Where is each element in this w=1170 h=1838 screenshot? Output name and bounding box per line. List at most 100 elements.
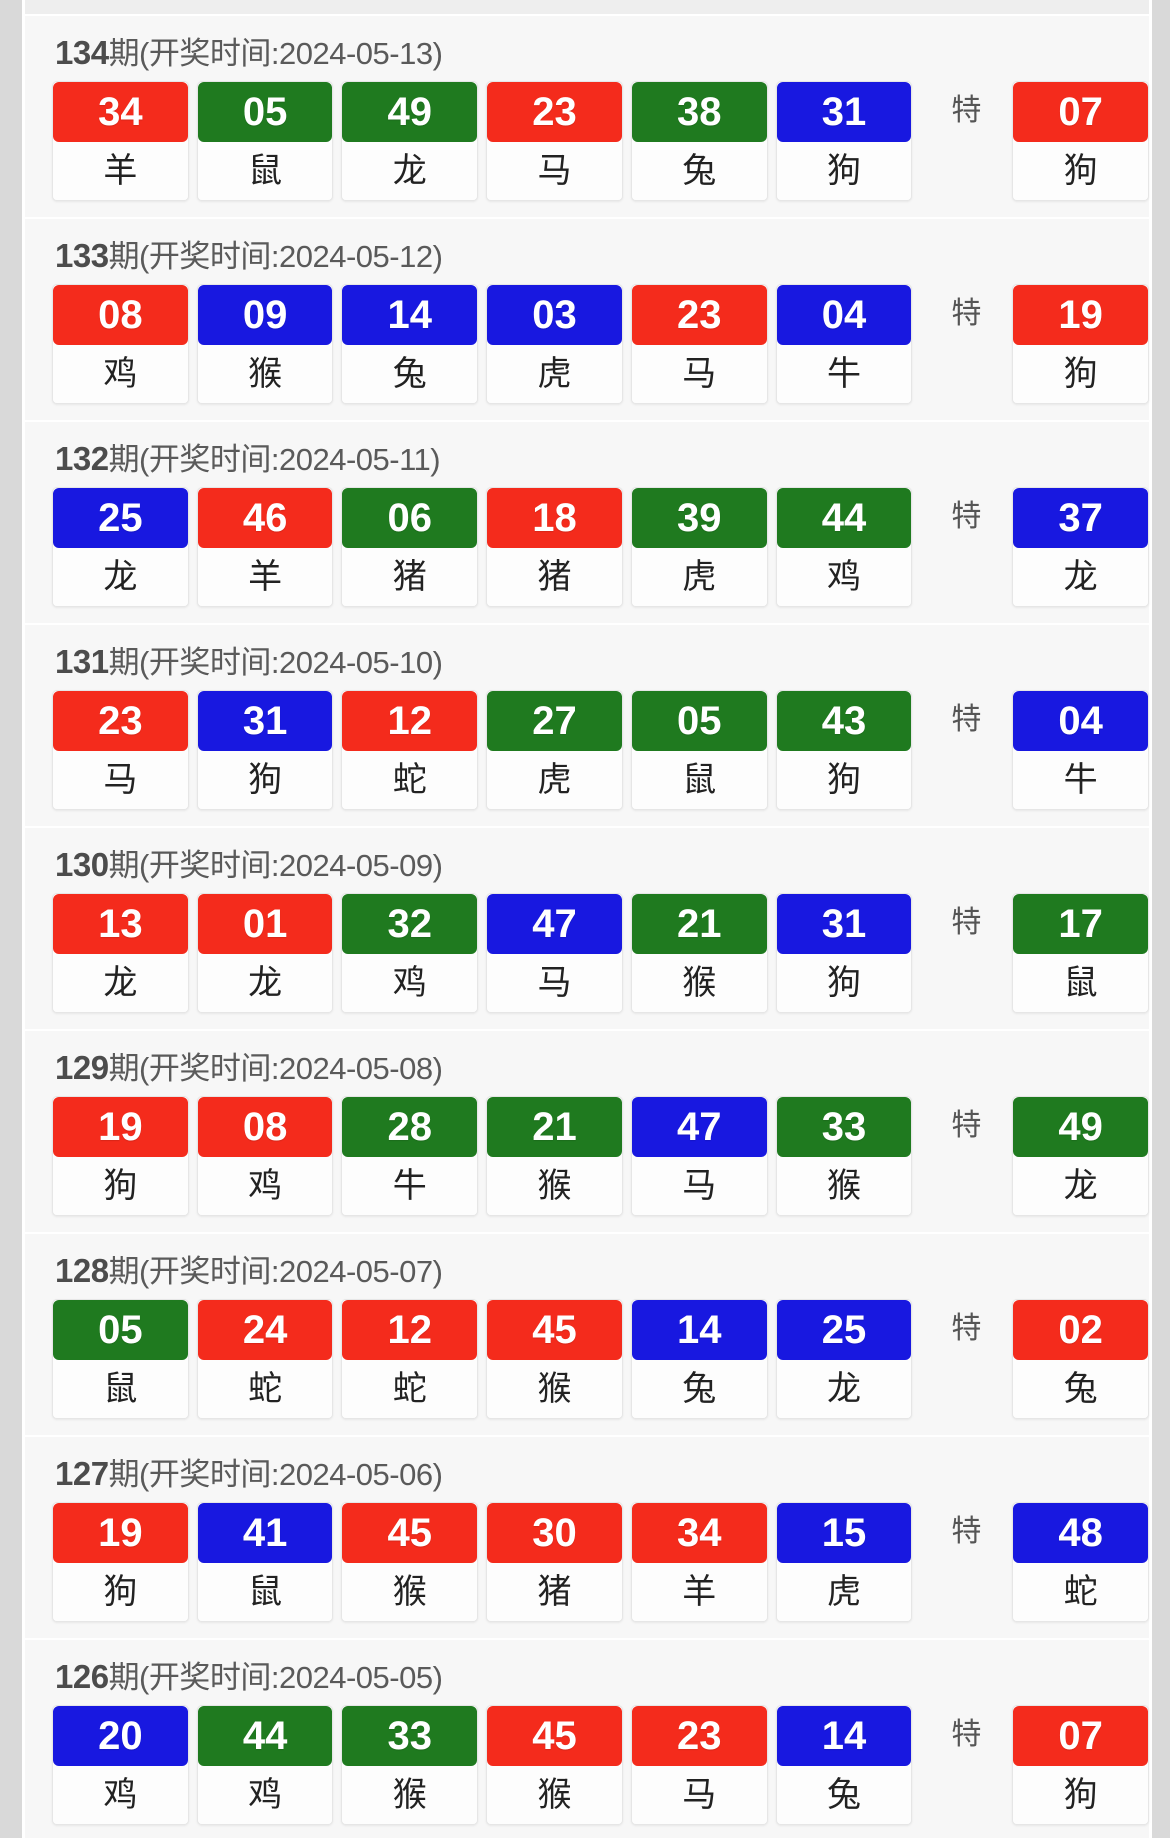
special-ball-cell[interactable]: 17 鼠 [1012,893,1150,1013]
ball-cell[interactable]: 30 猪 [486,1502,623,1622]
draw-title: 131期(开奖时间:2024-05-10) [25,625,1149,690]
ball-cell[interactable]: 34 羊 [52,81,189,201]
ball-cell[interactable]: 05 鼠 [630,690,768,810]
ball-zodiac: 虎 [487,345,622,403]
ball-cell[interactable]: 09 猴 [196,284,334,404]
ball-cell[interactable]: 27 虎 [486,690,623,810]
ball-cell[interactable]: 45 猴 [486,1299,623,1419]
ball-cell[interactable]: 19 狗 [52,1502,189,1622]
ball-cell[interactable]: 05 鼠 [196,81,334,201]
ball-cell[interactable]: 46 羊 [196,487,334,607]
ball-cell[interactable]: 39 虎 [630,487,768,607]
draw-title-text: 期(开奖时间:2024-05-09) [108,848,443,883]
ball-cell[interactable]: 04 牛 [775,284,913,404]
special-ball-cell[interactable]: 19 狗 [1012,284,1150,404]
ball-cell[interactable]: 34 羊 [630,1502,768,1622]
draw-block[interactable]: 127期(开奖时间:2024-05-06) 19 狗 41 鼠 45 猴 30 猪 34 羊 15 虎特… [25,1437,1150,1640]
draw-block[interactable]: 126期(开奖时间:2024-05-05) 20 鸡 44 鸡 33 猴 45 猴 23 马 14 兔特… [25,1640,1150,1838]
ball-cell[interactable]: 23 马 [630,1705,768,1825]
ball-zodiac: 蛇 [197,1360,333,1418]
draw-block[interactable]: 129期(开奖时间:2024-05-08) 19 狗 08 鸡 28 牛 21 猴 47 马 33 猴特… [25,1031,1150,1234]
ball-cell[interactable]: 43 狗 [775,690,913,810]
draw-balls-row: 08 鸡 09 猴 14 兔 03 虎 23 马 04 牛 特 19 狗 [25,284,1150,420]
ball-number: 08 [197,1097,333,1157]
draw-balls-row: 34 羊 05 鼠 49 龙 23 马 38 兔 31 狗特 07 狗 [25,81,1150,217]
ball-cell[interactable]: 18 猪 [486,487,623,607]
draw-issue-number: 128 [55,1252,109,1289]
ball-cell[interactable]: 23 马 [630,284,768,404]
draw-title-text: 期(开奖时间:2024-05-07) [108,1254,443,1289]
special-ball-cell[interactable]: 02 兔 [1012,1299,1150,1419]
ball-cell[interactable]: 21 猴 [630,893,768,1013]
ball-cell[interactable]: 25 龙 [775,1299,913,1419]
draw-block[interactable]: 131期(开奖时间:2024-05-10) 23 马 31 狗 12 蛇 27 虎 05 鼠 43 狗特… [25,625,1150,828]
ball-cell[interactable]: 12 蛇 [341,690,479,810]
ball-cell[interactable]: 01 龙 [196,893,334,1013]
special-ball-cell[interactable]: 49 龙 [1012,1096,1150,1216]
ball-cell[interactable]: 05 鼠 [52,1299,189,1419]
draw-issue-number: 130 [55,846,109,883]
ball-cell[interactable]: 25 龙 [52,487,189,607]
special-ball-cell[interactable]: 04 牛 [1012,690,1150,810]
ball-cell[interactable]: 23 马 [486,81,623,201]
special-ball-number: 07 [1013,1706,1149,1766]
results-panel: 134期(开奖时间:2024-05-13) 34 羊 05 鼠 49 龙 23 马 38 兔 31 狗特… [22,0,1152,1838]
ball-cell[interactable]: 41 鼠 [196,1502,334,1622]
ball-number: 04 [776,285,912,345]
draw-block[interactable]: 134期(开奖时间:2024-05-13) 34 羊 05 鼠 49 龙 23 马 38 兔 31 狗特… [25,16,1150,219]
draw-title-text: 期(开奖时间:2024-05-12) [108,239,443,274]
ball-zodiac: 马 [487,954,622,1012]
ball-number: 41 [197,1503,333,1563]
special-ball-cell[interactable]: 07 狗 [1012,1705,1150,1825]
ball-cell[interactable]: 08 鸡 [52,284,189,404]
ball-cell[interactable]: 14 兔 [630,1299,768,1419]
ball-zodiac: 猴 [776,1157,912,1215]
ball-number: 23 [487,82,622,142]
ball-cell[interactable]: 44 鸡 [775,487,913,607]
special-ball-number: 04 [1013,691,1149,751]
ball-cell[interactable]: 31 狗 [196,690,334,810]
special-ball-cell[interactable]: 07 狗 [1012,81,1150,201]
ball-number: 33 [342,1706,478,1766]
ball-cell[interactable]: 49 龙 [341,81,479,201]
ball-cell[interactable]: 03 虎 [486,284,623,404]
ball-cell[interactable]: 33 猴 [775,1096,913,1216]
ball-cell[interactable]: 45 猴 [486,1705,623,1825]
ball-cell[interactable]: 47 马 [630,1096,768,1216]
ball-cell[interactable]: 33 猴 [341,1705,479,1825]
ball-zodiac: 鸡 [197,1157,333,1215]
ball-cell[interactable]: 28 牛 [341,1096,479,1216]
ball-cell[interactable]: 31 狗 [775,81,913,201]
draw-block[interactable]: 132期(开奖时间:2024-05-11) 25 龙 46 羊 06 猪 18 猪 39 虎 44 鸡特… [25,422,1150,625]
ball-cell[interactable]: 47 马 [486,893,623,1013]
ball-cell[interactable]: 13 龙 [52,893,189,1013]
ball-cell[interactable]: 14 兔 [775,1705,913,1825]
ball-cell[interactable]: 45 猴 [341,1502,479,1622]
special-ball-cell[interactable]: 48 蛇 [1012,1502,1150,1622]
draw-block[interactable]: 128期(开奖时间:2024-05-07) 05 鼠 24 蛇 12 蛇 45 猴 14 兔 25 龙特… [25,1234,1150,1437]
draw-block[interactable]: 130期(开奖时间:2024-05-09) 13 龙 01 龙 32 鸡 47 马 21 猴 31 狗特… [25,828,1150,1031]
ball-number: 31 [197,691,333,751]
ball-cell[interactable]: 12 蛇 [341,1299,479,1419]
ball-cell[interactable]: 21 猴 [486,1096,623,1216]
special-ball-zodiac: 蛇 [1013,1563,1149,1621]
ball-cell[interactable]: 44 鸡 [196,1705,334,1825]
draw-title-text: 期(开奖时间:2024-05-13) [108,36,443,71]
ball-cell[interactable]: 15 虎 [775,1502,913,1622]
ball-cell[interactable]: 23 马 [52,690,189,810]
ball-cell[interactable]: 19 狗 [52,1096,189,1216]
ball-cell[interactable]: 31 狗 [775,893,913,1013]
ball-cell[interactable]: 24 蛇 [196,1299,334,1419]
ball-cell[interactable]: 32 鸡 [341,893,479,1013]
special-ball-cell[interactable]: 37 龙 [1012,487,1150,607]
ball-cell[interactable]: 06 猪 [341,487,479,607]
draw-issue-number: 126 [55,1658,109,1695]
ball-cell[interactable]: 38 兔 [630,81,768,201]
draw-block[interactable]: 133期(开奖时间:2024-05-12) 08 鸡 09 猴 14 兔 03 虎 23 马 04 牛特… [25,219,1150,422]
ball-cell[interactable]: 14 兔 [341,284,479,404]
ball-cell[interactable]: 20 鸡 [52,1705,189,1825]
ball-cell[interactable]: 08 鸡 [196,1096,334,1216]
ball-number: 34 [631,1503,767,1563]
ball-zodiac: 羊 [53,142,188,200]
special-ball-zodiac: 牛 [1013,751,1149,809]
